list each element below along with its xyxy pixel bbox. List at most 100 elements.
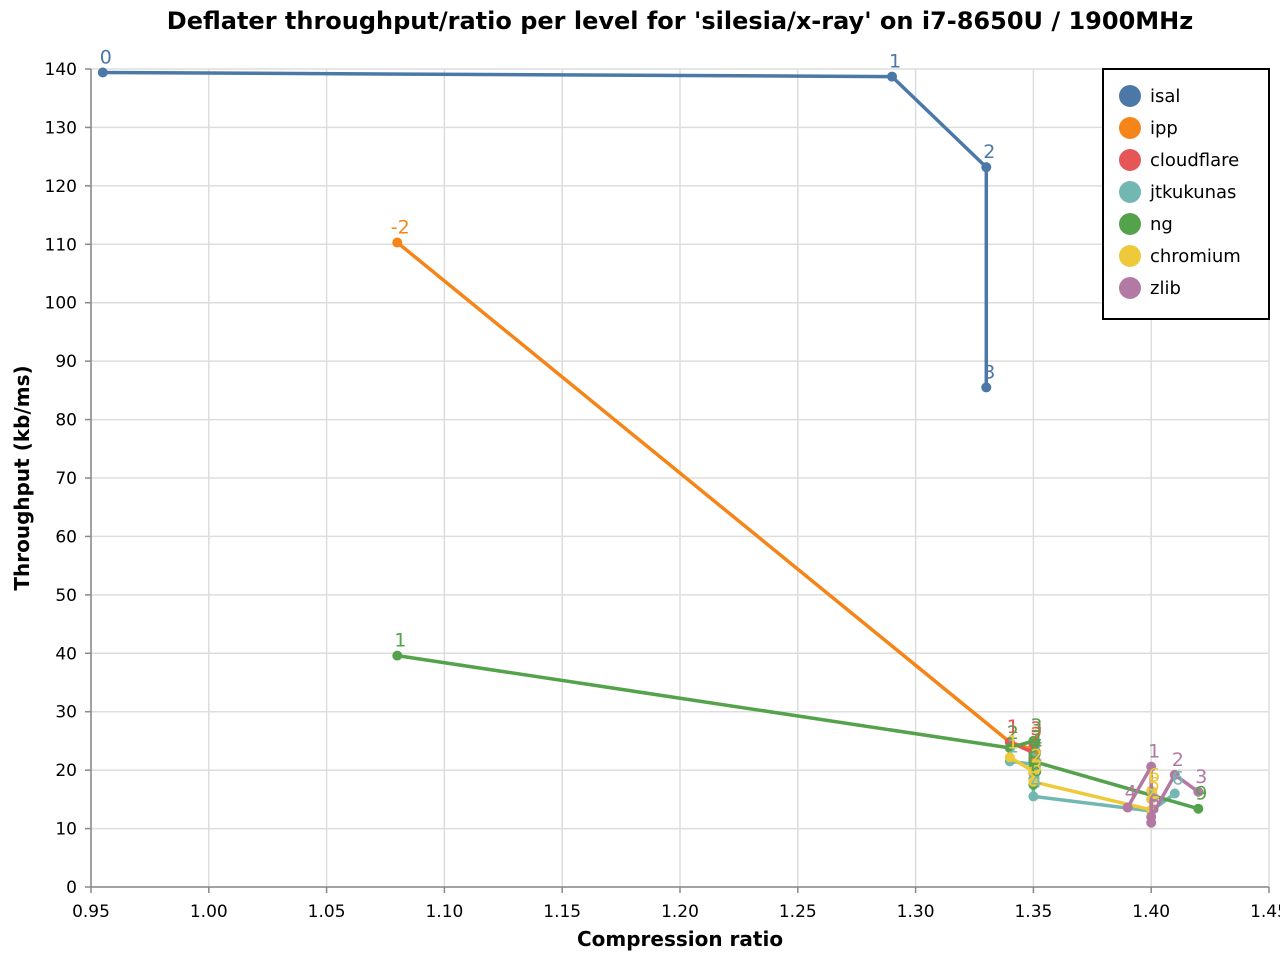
data-point-ng <box>1028 735 1039 746</box>
point-label-cloudflare: 2 <box>1030 727 1042 749</box>
y-axis-title: Throughput (kb/ms) <box>10 365 34 590</box>
y-tick-label: 30 <box>55 703 77 723</box>
y-tick-label: 140 <box>45 60 77 80</box>
point-label-zlib: 3 <box>1195 766 1207 788</box>
point-label-ipp: -2 <box>391 217 410 239</box>
series-line-isal <box>102 70 989 388</box>
y-tick-label: 120 <box>45 177 77 197</box>
y-tick-label: 50 <box>55 586 77 606</box>
legend-item-ng: ng <box>1119 213 1173 235</box>
point-label-ipp: 3 <box>1030 738 1042 760</box>
legend-swatch-ng <box>1119 213 1141 235</box>
point-label-jtkukunas: 2 <box>1030 738 1042 760</box>
legend-item-zlib: zlib <box>1119 277 1181 299</box>
y-tick-label: 100 <box>45 294 77 314</box>
axes: 0.95 1.00 1.05 1.10 1.15 1.20 1.25 1.30 1.35 1.40… <box>45 60 1280 922</box>
point-label-ng: 9 <box>1195 783 1207 805</box>
x-tick-label: 1.30 <box>897 902 935 922</box>
point-label-zlib: 5 <box>1148 797 1160 819</box>
point-label-jtkukunas: 6 <box>1172 768 1184 790</box>
data-point-zlib <box>1146 761 1157 772</box>
legend-label-cloudflare: cloudflare <box>1150 150 1239 171</box>
x-tick-label: 1.35 <box>1014 902 1052 922</box>
point-label-ipp: 2 <box>1030 724 1042 746</box>
data-point-zlib <box>1193 786 1204 797</box>
legend-label-ipp: ipp <box>1150 118 1178 139</box>
legend: isal ipp cloudflare jtkukunas ng chromium zlib <box>1102 68 1270 320</box>
point-label-zlib: 6 <box>1148 791 1160 813</box>
point-label-ng: 3 <box>1030 715 1042 737</box>
legend-label-jtkukunas: jtkukunas <box>1149 182 1236 203</box>
y-tick-label: 10 <box>55 820 77 840</box>
legend-swatch-ipp <box>1119 117 1141 139</box>
data-point-isal <box>887 71 898 82</box>
point-label-jtkukunas: 4 <box>1030 770 1042 792</box>
legend-swatch-cloudflare <box>1119 149 1141 171</box>
data-point-chromium <box>1028 766 1039 777</box>
y-tick-label: 0 <box>66 878 77 898</box>
legend-swatch-zlib <box>1119 277 1141 299</box>
legend-item-jtkukunas: jtkukunas <box>1119 181 1236 203</box>
data-point-ng <box>392 650 403 661</box>
data-point-isal <box>981 382 992 393</box>
point-label-isal: 2 <box>983 141 995 163</box>
point-label-jtkukunas: 1 <box>1007 735 1019 757</box>
legend-item-isal: isal <box>1119 85 1180 107</box>
x-tick-label: 1.20 <box>661 902 699 922</box>
grid <box>90 68 1270 888</box>
point-label-chromium: 6 <box>1148 765 1160 787</box>
data-point-ng <box>1028 756 1039 767</box>
legend-swatch-chromium <box>1119 245 1141 267</box>
point-label-zlib: 1 <box>1148 741 1160 763</box>
x-tick-label: 1.45 <box>1250 902 1280 922</box>
data-point-jtkukunas <box>1169 788 1180 799</box>
legend-label-chromium: chromium <box>1150 246 1241 267</box>
x-tick-label: 1.15 <box>543 902 581 922</box>
x-tick-label: 0.95 <box>72 902 110 922</box>
legend-label-isal: isal <box>1150 86 1180 107</box>
y-tick-label: 130 <box>45 118 77 138</box>
data-point-chromium <box>1028 776 1039 787</box>
data-point-isal <box>97 67 108 78</box>
legend-item-ipp: ipp <box>1119 117 1178 139</box>
data-point-jtkukunas <box>1028 791 1039 802</box>
data-point-zlib <box>1146 811 1157 822</box>
point-label-isal: 3 <box>983 361 995 383</box>
data-point-chromium <box>1004 752 1015 763</box>
y-tick-label: 60 <box>55 527 77 547</box>
data-point-ng <box>1193 803 1204 814</box>
legend-swatch-isal <box>1119 85 1141 107</box>
data-point-ng <box>1004 742 1015 753</box>
data-point-isal <box>981 162 992 173</box>
point-label-ipp: 4 <box>1030 747 1042 769</box>
point-label-cloudflare: 4 <box>1030 732 1042 754</box>
legend-label-zlib: zlib <box>1150 278 1181 299</box>
point-label-chromium: 5 <box>1148 773 1160 795</box>
series-zlib <box>1122 761 1204 828</box>
y-tick-label: 40 <box>55 644 77 664</box>
data-point-ipp <box>392 237 403 248</box>
point-label-chromium: 3 <box>1030 756 1042 778</box>
x-tick-label: 1.25 <box>779 902 817 922</box>
series-line-zlib <box>1126 764 1200 825</box>
x-tick-label: 1.00 <box>190 902 228 922</box>
point-label-isal: 1 <box>889 51 901 73</box>
point-label-zlib: 2 <box>1172 749 1184 771</box>
point-label-chromium: 2 <box>1030 745 1042 767</box>
data-point-zlib <box>1169 769 1180 780</box>
x-tick-label: 1.40 <box>1132 902 1170 922</box>
point-label-ng: 7 <box>1030 735 1042 757</box>
series-line-ipp <box>396 241 1036 779</box>
point-label-ng: 1 <box>394 630 406 652</box>
legend-item-cloudflare: cloudflare <box>1119 149 1239 171</box>
y-tick-label: 110 <box>45 235 77 255</box>
point-label-ng: 5 <box>1030 741 1042 763</box>
point-label-chromium: 4 <box>1148 784 1160 806</box>
legend-swatch-jtkukunas <box>1119 181 1141 203</box>
y-tick-label: 80 <box>55 411 77 431</box>
point-label-ng: 2 <box>1007 722 1019 744</box>
point-label-isal: 0 <box>100 47 112 69</box>
point-label-zlib: 4 <box>1125 782 1137 804</box>
